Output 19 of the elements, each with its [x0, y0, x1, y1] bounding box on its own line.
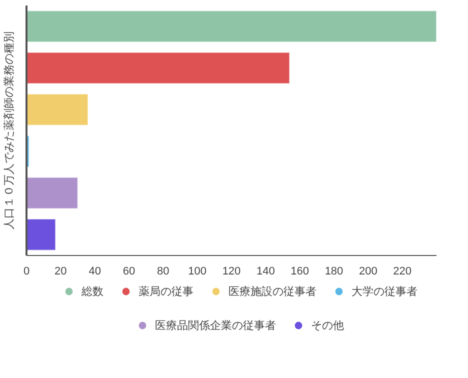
x-tick-label: 100	[188, 266, 207, 278]
x-tick-label: 220	[393, 266, 412, 278]
legend-label: 大学の従事者	[352, 284, 418, 298]
x-tick-label: 180	[324, 266, 344, 278]
y-axis-title: 人口１０万人でみた薬剤師の業務の種別	[2, 32, 16, 230]
legend-label: 薬局の従事	[138, 284, 194, 298]
x-tick-label: 40	[88, 266, 101, 278]
legend-label: その他	[311, 318, 344, 332]
legend-label: 医療施設の従事者	[228, 284, 316, 298]
x-tick-label: 0	[23, 266, 30, 278]
x-tick-label: 80	[157, 266, 170, 278]
legend-label: 医療品関係企業の従事者	[155, 318, 276, 332]
x-tick-label: 200	[358, 266, 378, 278]
x-tick-label: 60	[122, 266, 136, 278]
x-tick-label: 140	[256, 266, 275, 278]
legend-label: 総数	[82, 284, 104, 298]
x-tick-label: 20	[54, 266, 67, 278]
x-tick-label: 120	[222, 266, 241, 278]
x-tick-label: 160	[290, 266, 310, 278]
